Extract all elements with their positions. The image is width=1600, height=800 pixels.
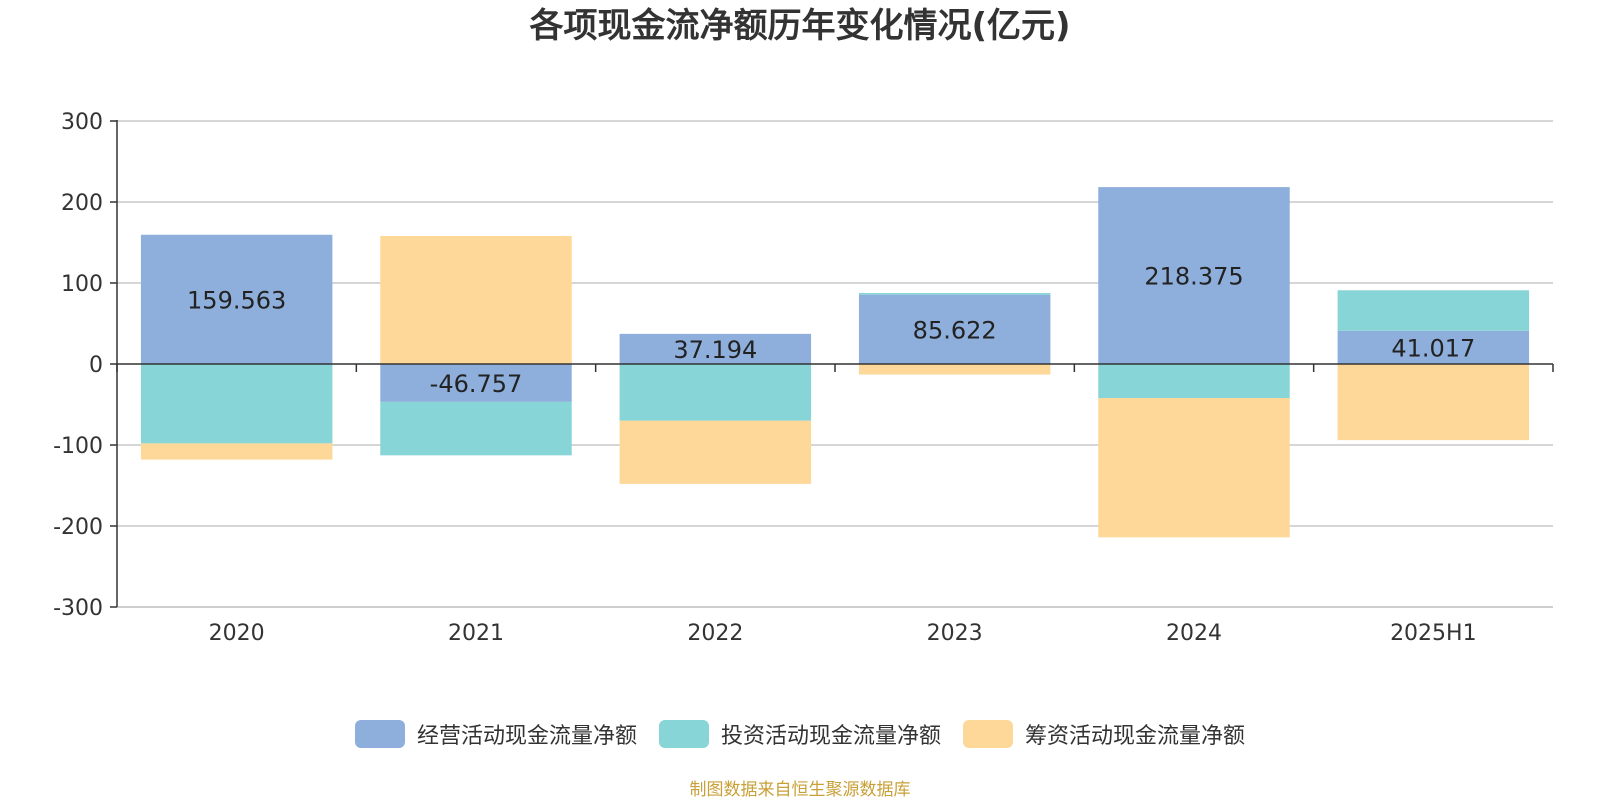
bar	[140, 364, 333, 444]
legend-item[interactable]: 经营活动现金流量净额	[354, 718, 637, 750]
y-tick-label: 300	[61, 110, 103, 135]
bar	[619, 364, 812, 421]
legend-label: 投资活动现金流量净额	[720, 724, 941, 749]
data-label: 41.017	[1391, 334, 1475, 362]
data-label: 37.194	[673, 336, 757, 364]
bar	[619, 420, 812, 484]
legend: 经营活动现金流量净额 投资活动现金流量净额 筹资活动现金流量净额	[0, 718, 1600, 750]
x-tick-label: 2023	[927, 621, 983, 646]
y-tick-label: 200	[61, 191, 103, 216]
bar	[858, 293, 1051, 295]
legend-item[interactable]: 投资活动现金流量净额	[658, 718, 941, 750]
data-labels: 159.563 -46.757 37.194 85.622 218.375 41.017	[187, 263, 1475, 398]
y-tick-label: -200	[53, 515, 103, 540]
legend-label: 筹资活动现金流量净额	[1025, 724, 1246, 749]
bar	[380, 236, 572, 364]
legend-item[interactable]: 筹资活动现金流量净额	[963, 718, 1245, 750]
gridlines	[117, 120, 1553, 608]
legend-label: 经营活动现金流量净额	[416, 724, 637, 749]
bars	[140, 187, 1530, 538]
bar	[1098, 364, 1290, 399]
y-tick-label: -100	[53, 434, 103, 459]
axes: 300 200 100 0 -100 -200 -300 2020 2021 2022 2023 20…	[53, 110, 1554, 646]
bar	[1337, 290, 1530, 331]
y-tick-label: 100	[61, 272, 103, 297]
source-note: 制图数据来自恒生聚源数据库	[689, 780, 911, 800]
bar	[1098, 187, 1290, 364]
data-label: 159.563	[187, 286, 286, 314]
bar	[858, 364, 1051, 375]
bar	[619, 333, 812, 364]
x-tick-label: 2025H1	[1390, 621, 1477, 646]
x-tick-label: 2021	[448, 621, 504, 646]
data-label: 85.622	[913, 316, 997, 344]
x-tick-label: 2024	[1166, 621, 1222, 646]
bar	[380, 401, 572, 456]
y-tick-label: 0	[89, 353, 103, 378]
legend-swatch	[963, 720, 1013, 748]
x-tick-label: 2020	[209, 621, 265, 646]
bar	[140, 443, 333, 460]
bar	[1337, 364, 1530, 441]
x-tick-label: 2022	[687, 621, 743, 646]
data-label: 218.375	[1144, 263, 1243, 291]
bar	[140, 234, 333, 364]
chart-title: 各项现金流净额历年变化情况(亿元)	[529, 6, 1071, 46]
data-label: -46.757	[430, 370, 523, 398]
bar	[1337, 330, 1530, 364]
legend-swatch	[658, 720, 709, 748]
bar	[1098, 398, 1290, 538]
legend-swatch	[354, 720, 405, 748]
bar	[858, 294, 1051, 364]
bar	[380, 364, 572, 402]
y-tick-label: -300	[53, 596, 103, 621]
